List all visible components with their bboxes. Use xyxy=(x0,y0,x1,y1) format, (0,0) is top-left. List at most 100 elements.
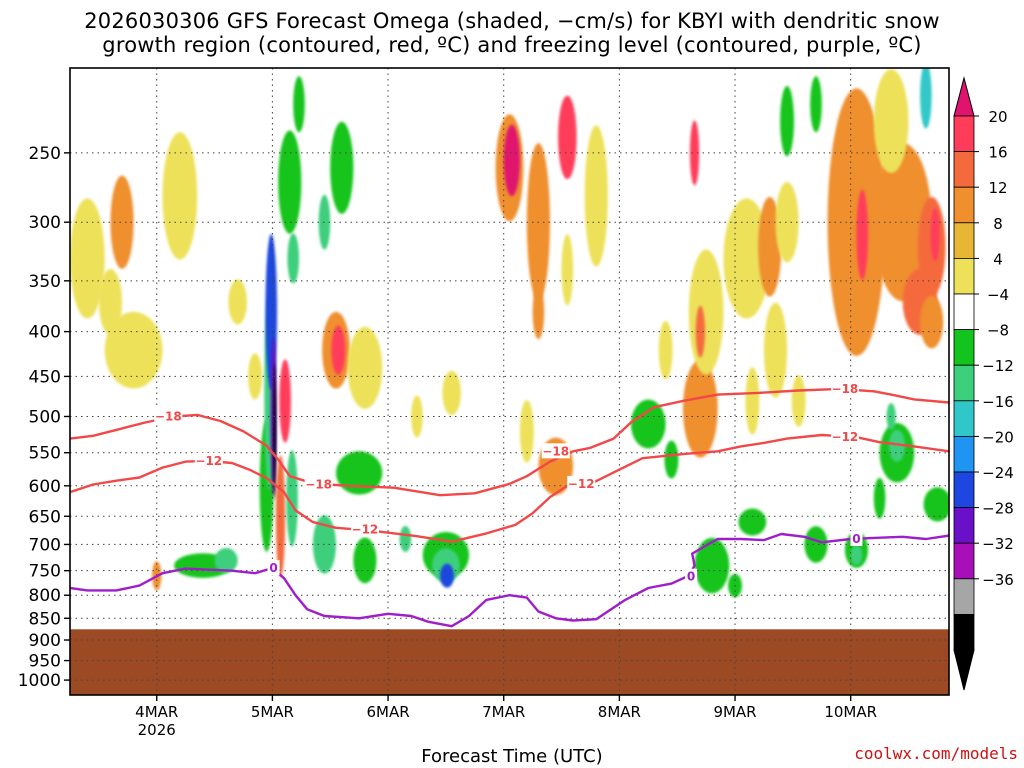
colorbar-label: −8 xyxy=(987,322,1009,340)
contour-label-bg-5 xyxy=(567,475,596,491)
colorbar-label: −12 xyxy=(982,357,1014,375)
x-axis-title: Forecast Time (UTC) xyxy=(421,746,603,767)
omega-cell-22 xyxy=(331,325,346,375)
contour-label: −18 xyxy=(305,478,332,492)
colorbar-label: −28 xyxy=(982,500,1014,518)
colorbar-swatch-10 xyxy=(953,471,975,508)
omega-cell-56 xyxy=(791,375,806,427)
omega-cell-37 xyxy=(558,95,577,180)
contours xyxy=(70,387,949,628)
contour-labels: −18 −12 −18 −12 −18 −12 −18 −12 0 0 0 xyxy=(154,380,863,584)
omega-cell-49 xyxy=(689,120,700,186)
omega-cell-53 xyxy=(775,182,799,263)
y-tick-label: 650 xyxy=(29,507,61,527)
contour-label: −12 xyxy=(195,454,222,468)
omega-cell-26 xyxy=(336,451,383,495)
colorbar-swatch-1 xyxy=(953,151,975,188)
y-tick-label: 500 xyxy=(29,407,61,427)
colorbar-label: 16 xyxy=(988,144,1007,162)
x-tick-label: 4MAR xyxy=(135,703,178,721)
omega-cell-6 xyxy=(228,279,247,325)
colorbar-label: 12 xyxy=(988,179,1007,197)
credit-link[interactable]: coolwx.com/models xyxy=(854,744,1018,763)
y-tick-label: 250 xyxy=(29,144,61,164)
omega-cell-1 xyxy=(98,269,123,335)
y-tick-label: 300 xyxy=(29,213,61,233)
omega-cell-54 xyxy=(763,302,788,398)
contour-freezing-level-0C xyxy=(70,532,949,628)
omega-cell-0 xyxy=(70,198,105,319)
omega-cell-48 xyxy=(664,440,679,479)
omega-cell-7 xyxy=(248,353,262,400)
omega-cell-42 xyxy=(442,370,461,416)
omega-cell-47 xyxy=(630,399,666,449)
y-tick-label: 550 xyxy=(29,444,61,464)
contour-label: −12 xyxy=(352,522,379,536)
omega-cell-31 xyxy=(440,563,454,588)
contour-label-bg-8 xyxy=(267,560,280,576)
x-tick-label: 9MAR xyxy=(713,703,756,721)
gridlines xyxy=(70,68,949,695)
omega-cell-45 xyxy=(688,249,724,375)
contour-label-bg-6 xyxy=(830,380,859,396)
y-tick-label: 850 xyxy=(29,609,61,629)
x-tick-label: 10MAR xyxy=(824,703,877,721)
y-tick-label: 600 xyxy=(29,477,61,497)
y-tick-label: 1000 xyxy=(18,671,61,691)
omega-cell-66 xyxy=(780,85,795,157)
omega-cell-20 xyxy=(293,76,305,133)
omega-cell-34 xyxy=(503,124,520,197)
x-tick-sublabel: 2026 xyxy=(138,721,176,739)
contour-label-bg-9 xyxy=(685,568,698,584)
omega-cell-74 xyxy=(873,477,886,519)
colorbar-label: −16 xyxy=(982,393,1014,411)
contour-label: −12 xyxy=(568,477,595,491)
colorbar-label: −20 xyxy=(982,428,1014,446)
y-tick-label: 400 xyxy=(29,323,61,343)
omega-cell-41 xyxy=(519,400,534,463)
contour-label-bg-4 xyxy=(541,443,570,459)
omega-cell-38 xyxy=(561,234,574,306)
contour-label-bg-2 xyxy=(304,476,333,492)
omega-cell-65 xyxy=(920,68,932,129)
colorbar-label: −36 xyxy=(982,571,1014,589)
omega-cell-61 xyxy=(930,208,940,262)
chart-title-line-1: 2026030306 GFS Forecast Omega (shaded, −… xyxy=(84,9,940,33)
y-tick-label: 800 xyxy=(29,586,61,606)
contour-label: −18 xyxy=(542,444,569,458)
omega-cell-23 xyxy=(347,326,383,409)
contour-dgz--12C xyxy=(70,433,949,543)
omega-cell-15 xyxy=(279,359,291,443)
omega-cell-62 xyxy=(873,69,909,174)
contour-label-bg-7 xyxy=(830,429,859,445)
contour-dgz--18C xyxy=(70,387,949,497)
chart-title-line-2: growth region (contoured, red, ºC) and f… xyxy=(102,33,922,57)
x-tick-label: 6MAR xyxy=(366,703,409,721)
omega-cell-78 xyxy=(886,403,896,430)
omega-cell-3 xyxy=(110,175,134,269)
colorbar-swatch-8 xyxy=(953,400,975,437)
omega-cell-55 xyxy=(745,367,760,435)
omega-cell-36 xyxy=(532,285,545,340)
omega-cell-28 xyxy=(353,537,377,584)
omega-cell-50 xyxy=(695,305,705,358)
omega-cell-9 xyxy=(214,547,238,573)
omega-cell-46 xyxy=(658,320,673,380)
colorbar-swatch-12 xyxy=(953,542,975,580)
colorbar-swatch-2 xyxy=(953,186,975,224)
omega-cell-68 xyxy=(694,537,730,594)
omega-cell-77 xyxy=(923,487,949,522)
colorbar-swatch-4 xyxy=(953,257,975,295)
y-tick-label: 700 xyxy=(29,535,61,555)
omega-cell-2 xyxy=(104,311,163,389)
contour-label-bg-3 xyxy=(350,521,379,537)
x-tick-label: 5MAR xyxy=(251,703,294,721)
omega-cell-67 xyxy=(810,76,822,133)
ground-below-surface xyxy=(70,629,949,695)
omega-cell-57 xyxy=(827,88,886,357)
colorbar-label: 4 xyxy=(993,250,1003,268)
contour-label: 0 xyxy=(852,532,860,546)
omega-cell-71 xyxy=(804,526,828,563)
